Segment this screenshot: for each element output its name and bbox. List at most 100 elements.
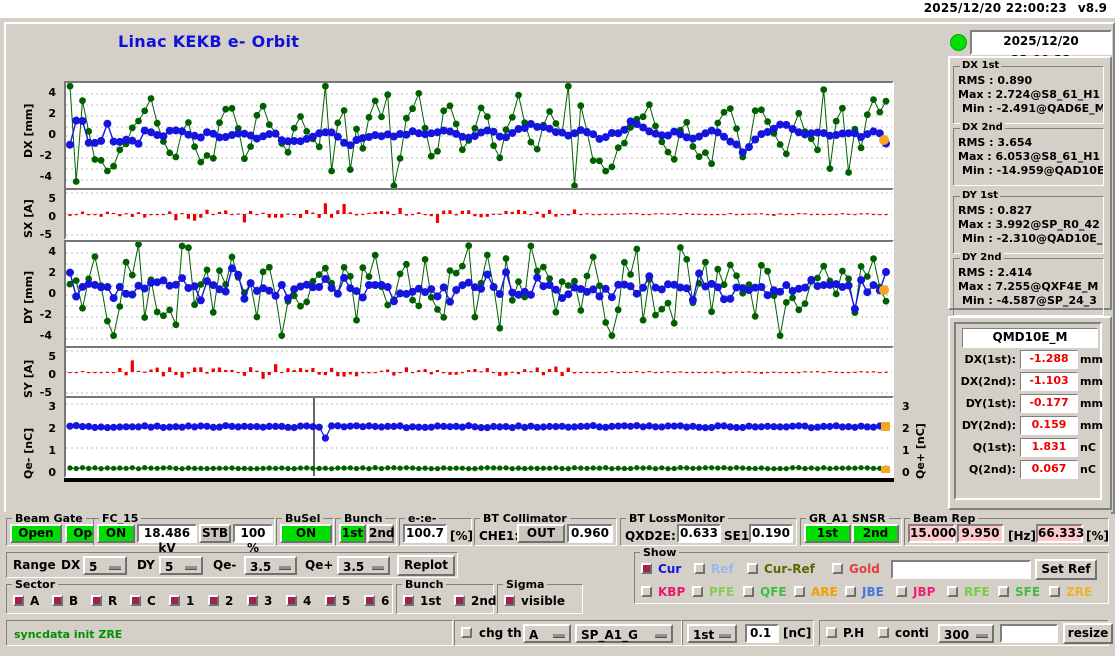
gr-a1-1st[interactable]: 1st xyxy=(804,524,851,543)
qe-plot[interactable] xyxy=(64,396,894,478)
ph-checkbox[interactable] xyxy=(826,627,837,638)
range-dy-select[interactable]: 5 xyxy=(159,556,203,575)
dx-ytick-m4: -4 xyxy=(39,170,52,183)
stat-group-dy2: DY 2nd RMS : 2.414 Max : 7.255@QXF4E_M M… xyxy=(953,252,1104,316)
show-label-qfe: QFE xyxy=(760,585,787,599)
show-checkbox-kbp[interactable] xyxy=(641,586,652,597)
range-qem-select[interactable]: 3.5 xyxy=(244,556,297,575)
busel-group: BuSel ON xyxy=(276,512,334,546)
sector-label-1: 1 xyxy=(186,594,195,608)
bt-loss-value-1: 0.633 xyxy=(677,524,721,543)
bunch-select[interactable]: 1st xyxy=(687,624,737,643)
fc15-on-button[interactable]: ON xyxy=(97,524,135,543)
ref-input[interactable] xyxy=(891,560,1031,579)
chg-th-channel-select[interactable]: A xyxy=(523,624,571,643)
fc15-group: FC_15 ON 18.486 kV STB 100 % xyxy=(93,512,275,555)
dy-plot[interactable] xyxy=(64,240,894,350)
bunch-top-2nd[interactable]: 2nd xyxy=(367,524,394,543)
sy-plot[interactable] xyxy=(64,346,894,398)
resize-button[interactable]: resize xyxy=(1063,623,1113,644)
page-title: Linac KEKB e- Orbit xyxy=(118,32,300,51)
gr-a1-2nd[interactable]: 2nd xyxy=(852,524,899,543)
sector-checkbox-5[interactable] xyxy=(325,595,336,606)
sx-plot[interactable] xyxy=(64,188,894,240)
show-label-gold: Gold xyxy=(849,562,880,576)
show-checkbox-cur-ref[interactable] xyxy=(747,563,758,574)
show-checkbox-pfe[interactable] xyxy=(692,586,703,597)
range-dx-select[interactable]: 5 xyxy=(83,556,127,575)
sigma-label-visible: visible xyxy=(521,594,566,608)
dx2-rms-label: RMS : xyxy=(958,136,994,149)
x-axis-bar xyxy=(64,478,894,482)
sector-checkbox-r[interactable] xyxy=(91,595,102,606)
sector-label-c: C xyxy=(147,594,156,608)
show-checkbox-qfe[interactable] xyxy=(743,586,754,597)
show-checkbox-are[interactable] xyxy=(794,586,805,597)
dx1-max: 2.724@S8_61_H1 xyxy=(995,88,1101,101)
bunch-checkbox-2nd[interactable] xyxy=(454,595,465,606)
threshold-unit: [nC] xyxy=(783,626,812,640)
show-checkbox-ref[interactable] xyxy=(694,563,705,574)
sector-checkbox-1[interactable] xyxy=(169,595,180,606)
readout-unit-dx1: mm xyxy=(1080,353,1103,366)
chg-th-label: chg th xyxy=(479,626,522,640)
sector-checkbox-b[interactable] xyxy=(52,595,63,606)
sector-checkbox-6[interactable] xyxy=(364,595,375,606)
chevron-down-icon xyxy=(553,634,565,638)
sector-checkbox-c[interactable] xyxy=(130,595,141,606)
bunch-checkbox-1st[interactable] xyxy=(403,595,414,606)
dy1-min: -2.310@QAD10E_M xyxy=(996,232,1103,245)
sigma-checkbox-visible[interactable] xyxy=(504,595,515,606)
readout-row-dy1: DY(1st): -0.177 mm xyxy=(960,394,1103,413)
chg-th-source-select[interactable]: SP_A1_G xyxy=(575,624,673,643)
ee-legend: e-:e- xyxy=(405,512,440,525)
show-checkbox-cur[interactable] xyxy=(641,563,652,574)
show-checkbox-gold[interactable] xyxy=(832,563,843,574)
sector-checkbox-4[interactable] xyxy=(286,595,297,606)
readout-row-q1: Q(1st): 1.831 nC xyxy=(960,438,1100,457)
show-label-rfe: RFE xyxy=(964,585,990,599)
show-checkbox-jbe[interactable] xyxy=(845,586,856,597)
readout-label-dy2: DY(2nd): xyxy=(961,419,1016,432)
bunch-top-1st[interactable]: 1st xyxy=(339,524,366,543)
bunch-label-2nd: 2nd xyxy=(471,594,497,608)
threshold-input[interactable]: 0.1 xyxy=(745,624,779,643)
chg-th-checkbox[interactable] xyxy=(461,627,472,638)
dx2-min-label: Min : xyxy=(962,164,993,177)
sector-checkbox-a[interactable] xyxy=(13,595,24,606)
conti-label: conti xyxy=(895,626,929,640)
bunch-threshold-group: 1st 0.1 [nC] xyxy=(682,620,814,646)
sector-checkbox-3[interactable] xyxy=(247,595,258,606)
show-checkbox-jbp[interactable] xyxy=(896,586,907,597)
fc15-legend: FC_15 xyxy=(99,512,142,525)
ph-label: P.H xyxy=(843,626,865,640)
show-label-sfe: SFE xyxy=(1015,585,1041,599)
stat-group-dx1-legend: DX 1st xyxy=(960,60,1002,71)
beam-rep-unit-pct: [%] xyxy=(1086,529,1109,543)
footer-text-input[interactable] xyxy=(1000,624,1058,643)
dx1-min-label: Min : xyxy=(962,102,993,115)
show-checkbox-zre[interactable] xyxy=(1049,586,1060,597)
readout-row-q2: Q(2nd): 0.067 nC xyxy=(960,460,1100,479)
qep-axis-label: Qe+ [nC] xyxy=(914,423,927,479)
readout-label-dx2: DX(2nd): xyxy=(960,375,1016,388)
replot-button[interactable]: Replot xyxy=(397,555,455,576)
readout-value-q1: 1.831 xyxy=(1020,438,1078,457)
bt-collimator-state[interactable]: OUT xyxy=(517,524,565,543)
bt-loss-label-1: QXD2E: xyxy=(625,529,676,543)
conti-count-select[interactable]: 300 xyxy=(938,624,994,643)
set-ref-button[interactable]: Set Ref xyxy=(1035,559,1097,580)
sector-checkbox-2[interactable] xyxy=(208,595,219,606)
readout-unit-q1: nC xyxy=(1080,441,1096,454)
beam-gate-1[interactable]: Open xyxy=(10,524,62,543)
bpm-readout-inner: QMD10E_M DX(1st): -1.288 mm DX(2nd): -1.… xyxy=(954,322,1103,500)
show-checkbox-rfe[interactable] xyxy=(947,586,958,597)
dx-plot[interactable] xyxy=(64,81,894,191)
stat-group-dx2-legend: DX 2nd xyxy=(960,122,1005,133)
range-qep-select[interactable]: 3.5 xyxy=(337,556,390,575)
fc15-stb-button[interactable]: STB xyxy=(199,524,231,543)
show-checkbox-sfe[interactable] xyxy=(998,586,1009,597)
busel-on-button[interactable]: ON xyxy=(280,524,332,543)
conti-checkbox[interactable] xyxy=(878,627,889,638)
dx-ytick-m2: -2 xyxy=(39,149,52,162)
